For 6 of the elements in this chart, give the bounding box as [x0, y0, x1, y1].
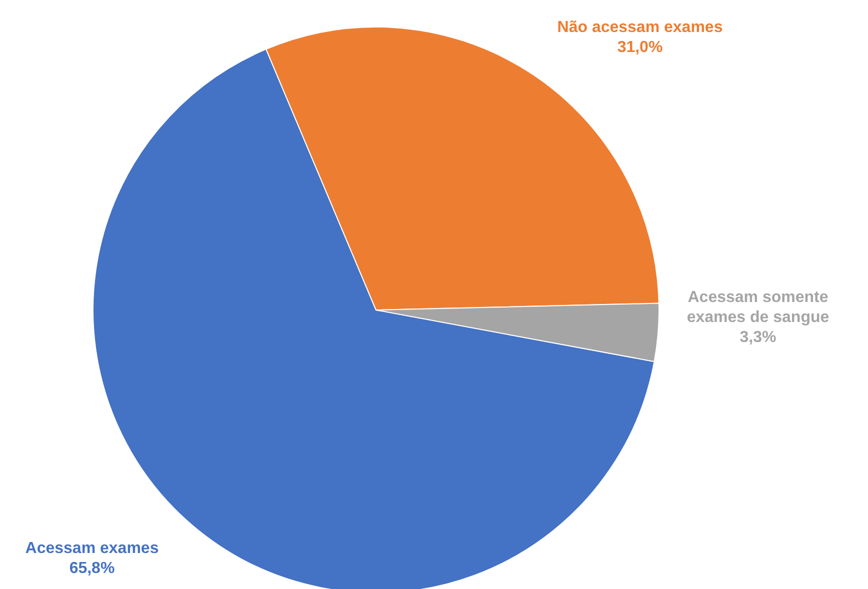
data-label: 31,0%	[617, 39, 663, 56]
slice-label: Acessam exames	[25, 540, 159, 557]
slice-label: Acessam somente exames de sangue	[686, 289, 830, 326]
data-label: 3,3%	[740, 329, 776, 346]
slice-label: Não acessam exames	[557, 19, 723, 36]
data-label: 65,8%	[69, 560, 115, 577]
